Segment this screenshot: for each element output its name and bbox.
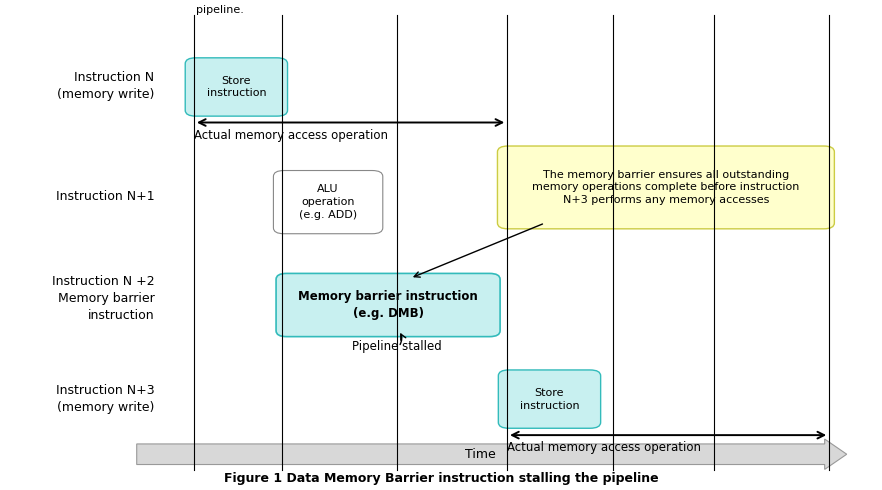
Text: Time: Time [466,448,496,461]
Text: Instruction N
(memory write): Instruction N (memory write) [57,71,154,101]
Text: Store
instruction: Store instruction [206,75,266,98]
Text: Memory barrier instruction
(e.g. DMB): Memory barrier instruction (e.g. DMB) [298,290,478,320]
Text: pipeline.: pipeline. [196,5,243,15]
Text: Pipeline stalled: Pipeline stalled [352,341,442,353]
Text: Actual memory access operation: Actual memory access operation [194,129,388,143]
Text: Figure 1 Data Memory Barrier instruction stalling the pipeline: Figure 1 Data Memory Barrier instruction… [224,472,658,485]
Text: The memory barrier ensures all outstanding
memory operations complete before ins: The memory barrier ensures all outstandi… [532,170,800,205]
Text: Actual memory access operation: Actual memory access operation [507,441,701,455]
FancyBboxPatch shape [273,171,383,234]
FancyBboxPatch shape [276,273,500,337]
Text: ALU
operation
(e.g. ADD): ALU operation (e.g. ADD) [299,184,357,220]
Text: Instruction N+3
(memory write): Instruction N+3 (memory write) [56,384,154,415]
Polygon shape [137,439,847,469]
Text: Instruction N+1: Instruction N+1 [56,190,154,202]
Text: Store
instruction: Store instruction [519,388,579,411]
FancyBboxPatch shape [185,58,288,116]
FancyBboxPatch shape [497,146,834,229]
FancyBboxPatch shape [498,370,601,428]
Text: Instruction N +2
Memory barrier
instruction: Instruction N +2 Memory barrier instruct… [52,275,154,322]
